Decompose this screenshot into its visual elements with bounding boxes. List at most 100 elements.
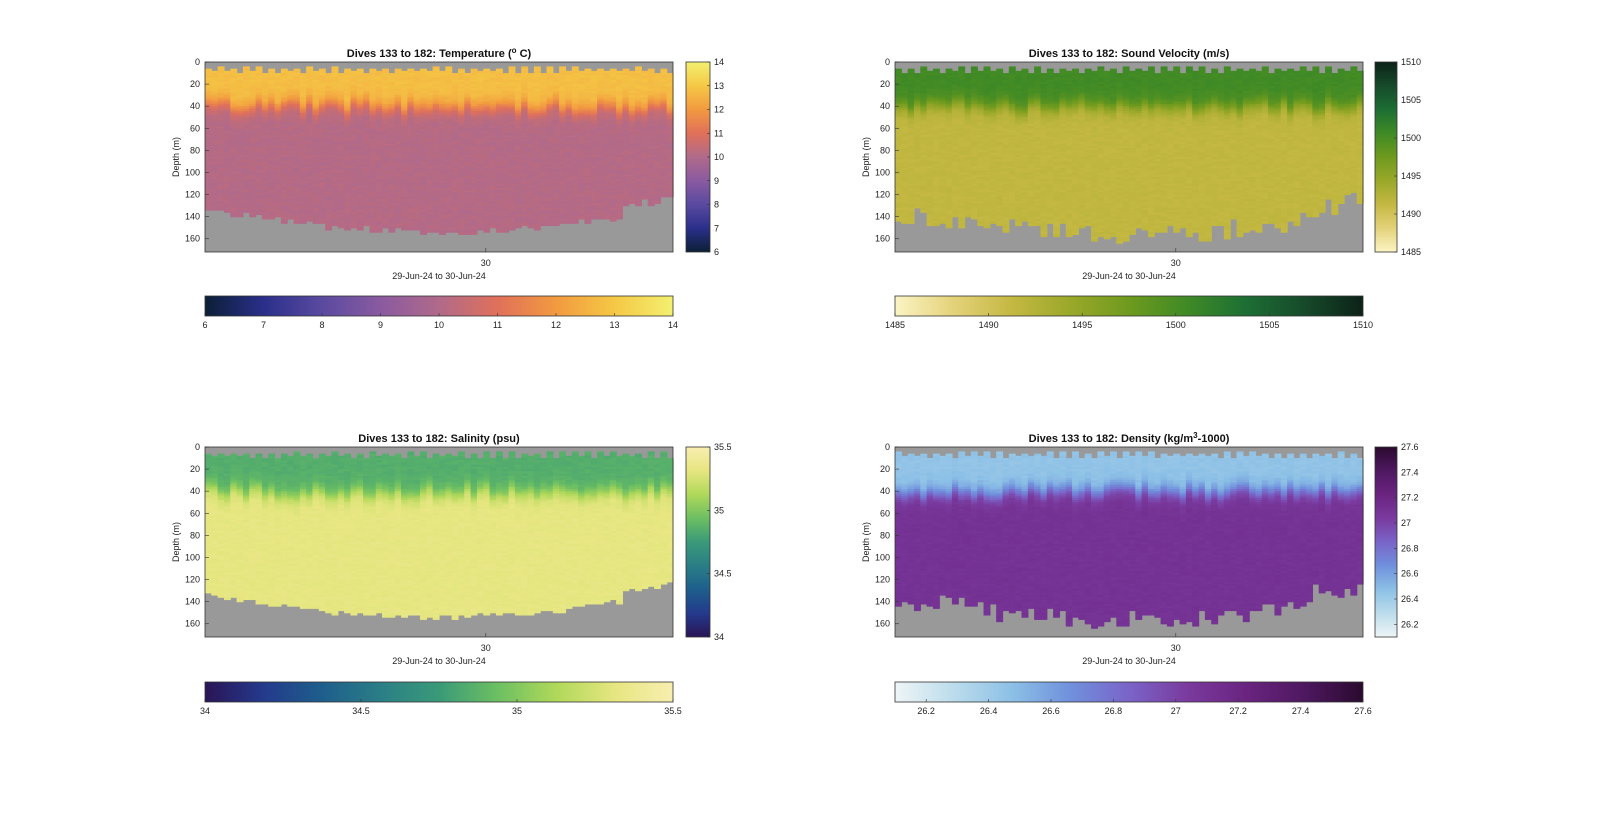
data-cell [483,163,491,167]
data-cell [432,161,440,165]
data-cell [413,128,421,132]
data-cell [514,223,522,227]
data-cell [312,112,320,116]
data-cell [439,115,446,118]
data-cell [483,110,491,114]
data-cell [293,115,301,118]
data-cell [363,210,371,213]
data-cell [306,148,314,151]
data-cell [445,157,453,160]
data-cell [426,130,434,134]
data-cell [344,223,352,227]
data-cell [280,70,288,74]
data-cell [375,218,383,222]
data-cell [432,190,440,193]
data-cell [325,168,333,171]
data-cell [388,212,396,216]
data-cell [508,101,516,105]
data-cell [356,154,364,158]
data-cell [249,205,257,209]
data-cell [249,73,257,76]
data-column [211,70,219,211]
data-column [565,70,573,224]
data-cell [356,194,364,198]
data-cell [230,106,238,109]
data-cell [287,77,295,81]
data-cell [394,203,402,207]
data-cell [205,121,212,125]
data-cell [356,161,364,165]
data-cell [211,112,219,116]
data-cell [337,185,345,189]
data-cell [439,148,446,151]
data-cell [420,170,427,174]
data-cell [439,123,446,127]
data-cell [293,75,301,79]
data-column [344,68,352,231]
data-cell [261,106,269,109]
data-cell [268,161,276,165]
data-cell [242,161,250,165]
data-cell [457,187,465,191]
data-cell [255,163,263,167]
data-cell [350,79,358,83]
data-cell [299,132,307,136]
data-cell [476,187,484,191]
data-cell [401,145,408,149]
data-cell [464,115,472,118]
data-cell [299,126,307,129]
data-cell [312,119,320,123]
data-cell [375,128,383,132]
data-cell [306,170,314,174]
data-cell [470,176,478,180]
data-cell [363,77,371,81]
data-cell [337,181,345,185]
data-cell [451,225,459,229]
data-cell [205,97,212,101]
data-cell [312,95,320,98]
data-cell [211,117,219,121]
data-cell [508,207,516,211]
data-cell [363,115,371,118]
data-cell [306,68,314,72]
data-cell [489,163,497,167]
data-cell [205,203,212,207]
data-cell [337,128,345,132]
data-column [249,70,257,218]
data-cell [489,216,497,220]
data-cell [236,214,244,218]
data-cell [205,99,212,103]
data-cell [363,95,371,98]
data-cell [439,141,446,145]
data-cell [344,79,352,83]
data-cell [261,75,269,79]
data-cell [502,207,510,211]
data-cell [521,103,529,107]
data-cell [312,86,320,90]
data-cell [451,181,459,185]
data-cell [369,119,377,123]
data-cell [382,152,389,156]
data-cell [318,185,326,189]
data-cell [356,203,364,207]
data-cell [439,172,446,176]
data-cell [413,198,421,202]
data-cell [236,84,244,87]
data-cell [318,110,326,114]
data-cell [205,134,212,138]
data-cell [211,161,219,165]
data-cell [502,223,510,227]
data-cell [337,134,345,138]
data-cell [426,70,434,74]
data-cell [407,181,415,185]
data-cell [407,174,415,178]
data-cell [457,183,465,187]
data-cell [331,201,339,204]
data-cell [495,70,503,74]
data-cell [337,90,345,94]
data-cell [483,192,491,196]
data-cell [268,88,276,92]
data-cell [401,123,408,127]
data-cell [268,198,276,202]
data-cell [489,128,497,132]
